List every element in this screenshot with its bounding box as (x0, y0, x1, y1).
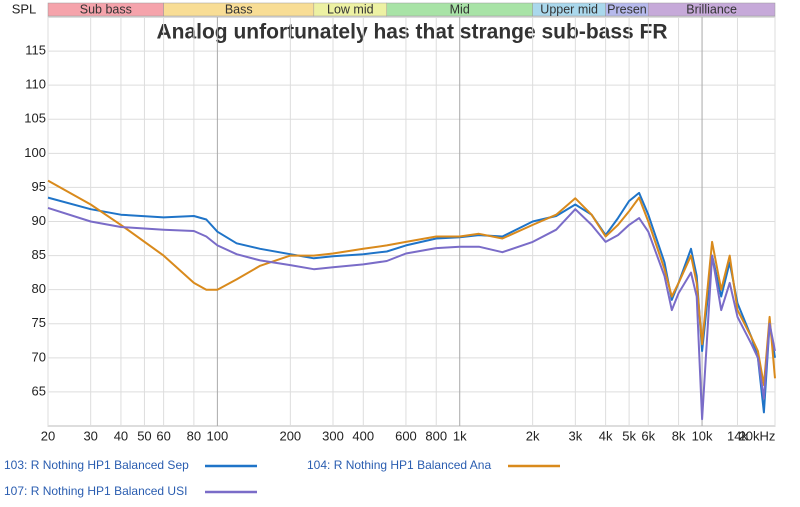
band-label: Mid (450, 2, 470, 16)
y-tick-label: 115 (25, 43, 46, 58)
y-tick-label: 75 (32, 315, 46, 330)
y-tick-label: 65 (32, 383, 46, 398)
x-tick-label: 600 (395, 428, 417, 443)
y-tick-label: 85 (32, 247, 46, 262)
frequency-response-line (47, 191, 776, 414)
band-label: Upper mid (540, 2, 598, 16)
band-label: Presen (607, 2, 647, 16)
y-tick-label: 95 (32, 179, 46, 194)
x-tick-label: 800 (425, 428, 447, 443)
x-tick-label: 40 (114, 428, 128, 443)
y-tick-label: 105 (24, 111, 46, 126)
x-tick-label: 200 (279, 428, 301, 443)
frequency-response-line (47, 179, 776, 387)
x-tick-label: 60 (156, 428, 170, 443)
x-tick-label: 4k (599, 428, 613, 443)
x-tick-label: 5k (622, 428, 636, 443)
x-tick-label: 6k (641, 428, 655, 443)
band-label: Brilliance (686, 2, 737, 16)
y-axis-label: SPL (12, 1, 37, 16)
x-tick-label: 10k (692, 428, 713, 443)
band-label: Bass (225, 2, 253, 16)
y-tick-label: 100 (24, 145, 46, 160)
y-tick-label: 70 (32, 349, 46, 364)
legend-label: 103: R Nothing HP1 Balanced Sep (4, 458, 189, 472)
y-tick-label: 90 (32, 213, 46, 228)
band-label: Low mid (327, 2, 374, 16)
legend-label: 107: R Nothing HP1 Balanced USI (4, 484, 187, 498)
frequency-response-line (47, 206, 776, 421)
x-tick-label: 2k (526, 428, 540, 443)
legend-label: 104: R Nothing HP1 Balanced Ana (307, 458, 491, 472)
x-tick-label: 300 (322, 428, 344, 443)
x-tick-label: 400 (352, 428, 374, 443)
x-tick-label: 50 (137, 428, 151, 443)
x-tick-label: 3k (568, 428, 582, 443)
y-tick-label: 110 (25, 77, 46, 92)
band-label: Sub bass (80, 2, 132, 16)
y-tick-label: 80 (32, 281, 46, 296)
chart-title: Analog unfortunately has that strange su… (156, 21, 667, 44)
x-tick-label: 100 (207, 428, 229, 443)
x-tick-label: 20kHz (739, 428, 776, 443)
x-tick-label: 30 (83, 428, 97, 443)
x-tick-label: 80 (187, 428, 201, 443)
x-tick-label: 8k (672, 428, 686, 443)
band (648, 2, 776, 17)
x-tick-label: 20 (41, 428, 55, 443)
x-tick-label: 14k (727, 428, 748, 443)
x-tick-label: 1k (453, 428, 467, 443)
